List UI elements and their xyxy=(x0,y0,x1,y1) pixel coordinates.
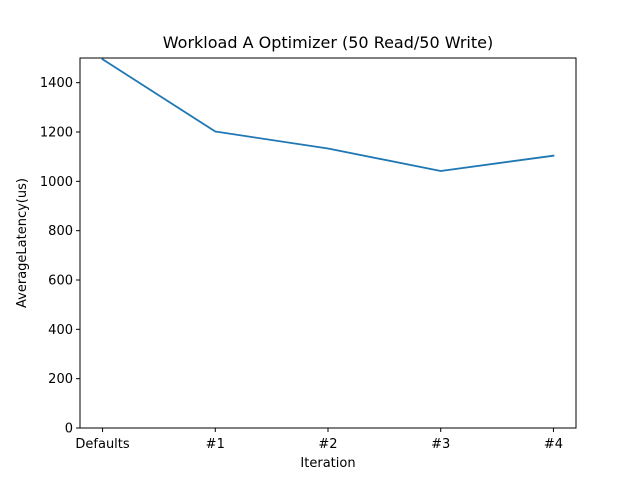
y-tick-label: 400 xyxy=(48,323,73,338)
x-tick-label: #2 xyxy=(318,437,337,452)
y-tick-label: 800 xyxy=(48,224,73,239)
x-tick-label: Defaults xyxy=(75,437,129,452)
y-tick-label: 0 xyxy=(65,422,73,437)
x-tick-label: #3 xyxy=(431,437,450,452)
y-tick-label: 1400 xyxy=(40,76,73,91)
y-axis-label: AverageLatency(us) xyxy=(15,178,30,308)
y-tick-label: 1000 xyxy=(40,175,73,190)
y-tick-label: 200 xyxy=(48,372,73,387)
y-tick-label: 600 xyxy=(48,274,73,289)
series-line-0 xyxy=(101,58,555,172)
x-tick-label: #4 xyxy=(544,437,563,452)
chart-title: Workload A Optimizer (50 Read/50 Write) xyxy=(163,33,493,52)
x-tick-label: #1 xyxy=(206,437,225,452)
x-axis-label: Iteration xyxy=(300,456,355,471)
plot-area: Defaults #1 #2 #3 #4 0 200 400 600 800 1000 1200 140… xyxy=(40,57,577,452)
y-tick-label: 1200 xyxy=(40,126,73,141)
